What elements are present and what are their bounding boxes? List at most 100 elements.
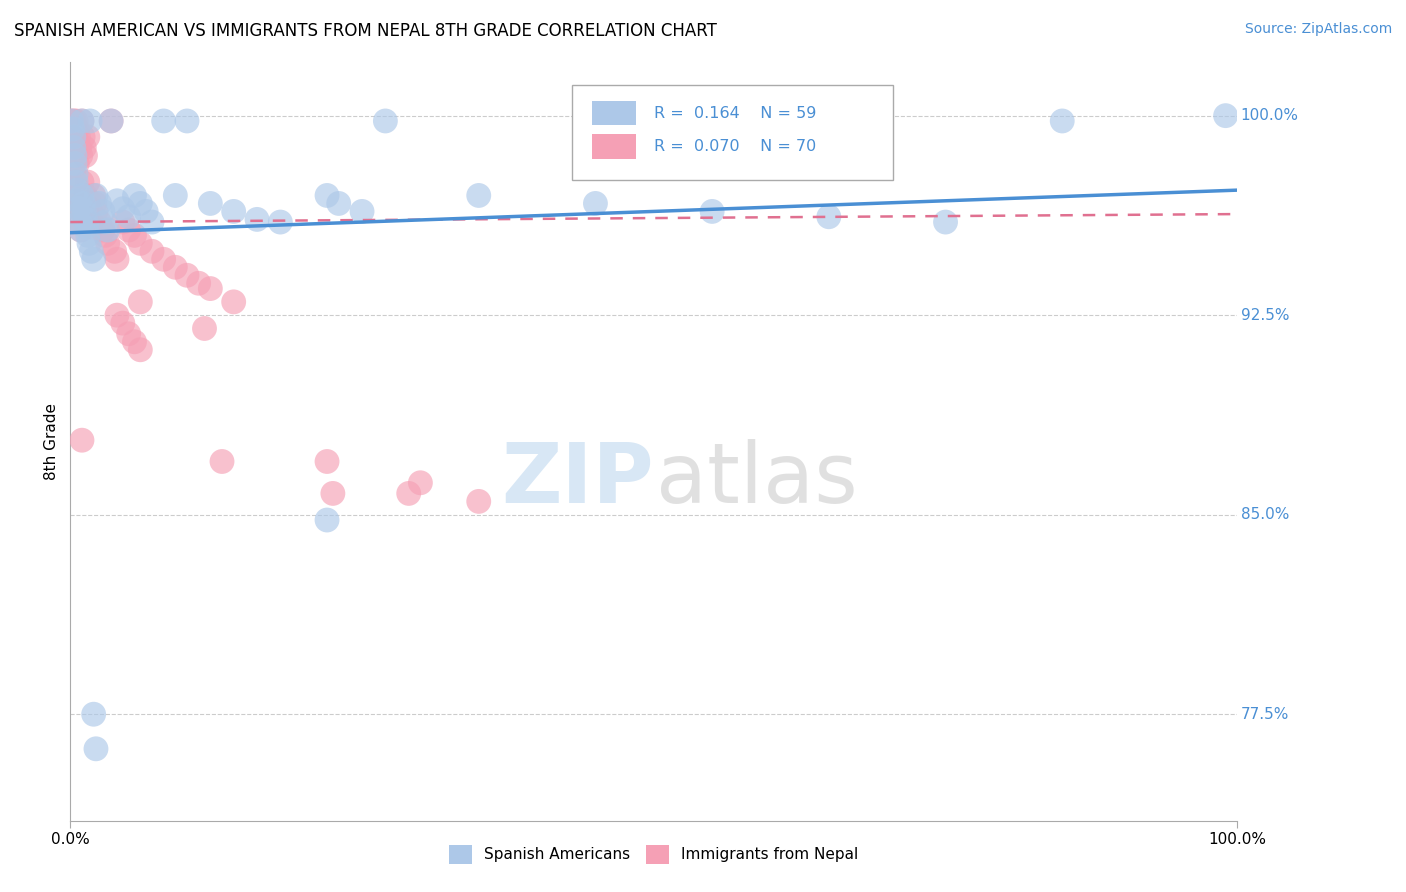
Point	[374, 114, 396, 128]
Point	[176, 268, 198, 283]
Point	[585, 196, 607, 211]
FancyBboxPatch shape	[592, 135, 637, 159]
Point	[328, 196, 350, 211]
Point	[141, 244, 163, 259]
Text: 77.5%: 77.5%	[1240, 706, 1289, 722]
Point	[66, 183, 89, 197]
Point	[129, 196, 152, 211]
Point	[1215, 109, 1237, 123]
Point	[129, 236, 152, 251]
Point	[76, 228, 98, 243]
Point	[702, 204, 724, 219]
FancyBboxPatch shape	[572, 85, 893, 180]
Point	[124, 188, 146, 202]
Point	[79, 114, 101, 128]
Point	[80, 244, 103, 259]
Point	[67, 130, 90, 145]
Point	[152, 252, 174, 267]
Point	[65, 175, 87, 189]
Point	[105, 194, 128, 208]
Point	[118, 223, 141, 237]
Point	[105, 252, 128, 267]
Point	[65, 183, 87, 197]
Text: 100.0%: 100.0%	[1240, 108, 1299, 123]
Point	[934, 215, 956, 229]
Point	[100, 114, 122, 128]
Point	[77, 236, 100, 251]
Point	[97, 236, 120, 251]
Point	[65, 167, 87, 181]
Point	[67, 202, 90, 216]
Y-axis label: 8th Grade: 8th Grade	[44, 403, 59, 480]
Point	[62, 140, 84, 154]
Point	[84, 204, 107, 219]
Point	[72, 196, 94, 211]
Point	[111, 202, 134, 216]
Point	[97, 223, 120, 237]
Point	[1050, 114, 1074, 128]
Point	[94, 228, 117, 243]
Point	[66, 194, 89, 208]
Point	[73, 140, 96, 154]
Point	[77, 194, 100, 208]
Point	[83, 188, 105, 202]
Point	[105, 308, 128, 322]
Point	[60, 114, 83, 128]
Point	[79, 202, 101, 216]
Point	[65, 140, 87, 154]
Point	[76, 202, 98, 216]
Point	[118, 210, 141, 224]
Point	[222, 204, 245, 219]
Point	[69, 215, 91, 229]
Point	[246, 212, 269, 227]
Point	[200, 282, 222, 296]
Text: R =  0.164    N = 59: R = 0.164 N = 59	[654, 106, 815, 120]
Point	[76, 220, 98, 235]
Point	[398, 486, 420, 500]
Point	[200, 196, 222, 211]
Point	[84, 188, 107, 202]
Point	[70, 114, 93, 128]
Point	[129, 294, 152, 309]
Point	[83, 196, 105, 211]
FancyBboxPatch shape	[592, 101, 637, 126]
Point	[222, 294, 245, 309]
Point	[62, 167, 84, 181]
Point	[69, 223, 91, 237]
Point	[100, 114, 122, 128]
Text: 92.5%: 92.5%	[1240, 308, 1289, 323]
Point	[69, 223, 91, 237]
Point	[60, 130, 83, 145]
Point	[83, 707, 105, 722]
Point	[67, 202, 90, 216]
Point	[72, 130, 94, 145]
Point	[467, 188, 491, 202]
Point	[69, 148, 91, 162]
Point	[75, 148, 97, 162]
Point	[316, 188, 339, 202]
Point	[124, 334, 146, 349]
Point	[70, 434, 93, 448]
Point	[76, 175, 98, 189]
Point	[409, 475, 432, 490]
Point	[165, 260, 187, 275]
Point	[111, 316, 134, 330]
Point	[63, 130, 86, 145]
Text: ZIP: ZIP	[502, 439, 654, 520]
Point	[91, 223, 114, 237]
Point	[141, 215, 163, 229]
Point	[322, 486, 344, 500]
Point	[63, 156, 86, 170]
Point	[70, 114, 93, 128]
Point	[76, 130, 98, 145]
Point	[152, 114, 174, 128]
Point	[62, 122, 84, 136]
Point	[75, 212, 97, 227]
Point	[67, 207, 90, 221]
Point	[82, 220, 104, 235]
Text: Source: ZipAtlas.com: Source: ZipAtlas.com	[1244, 22, 1392, 37]
Text: atlas: atlas	[657, 439, 858, 520]
Point	[176, 114, 198, 128]
Point	[111, 215, 134, 229]
Point	[129, 343, 152, 357]
